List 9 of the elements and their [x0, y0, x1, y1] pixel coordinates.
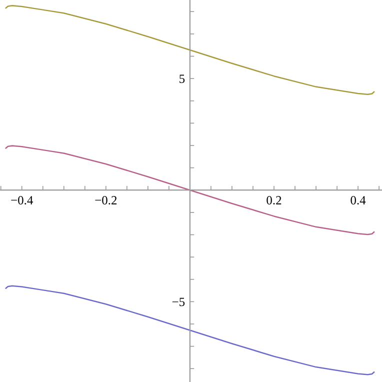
x-tick-label: −0.4	[11, 196, 33, 205]
line-series	[5, 285, 375, 376]
x-tick-label: −0.2	[95, 196, 117, 205]
y-tick-label: 5	[180, 74, 185, 83]
line-series	[5, 4, 375, 96]
x-tick-label: 0.4	[350, 196, 366, 205]
x-tick-label: 0.2	[266, 196, 282, 205]
y-tick-label: −5	[172, 298, 185, 306]
line-series	[5, 145, 375, 236]
